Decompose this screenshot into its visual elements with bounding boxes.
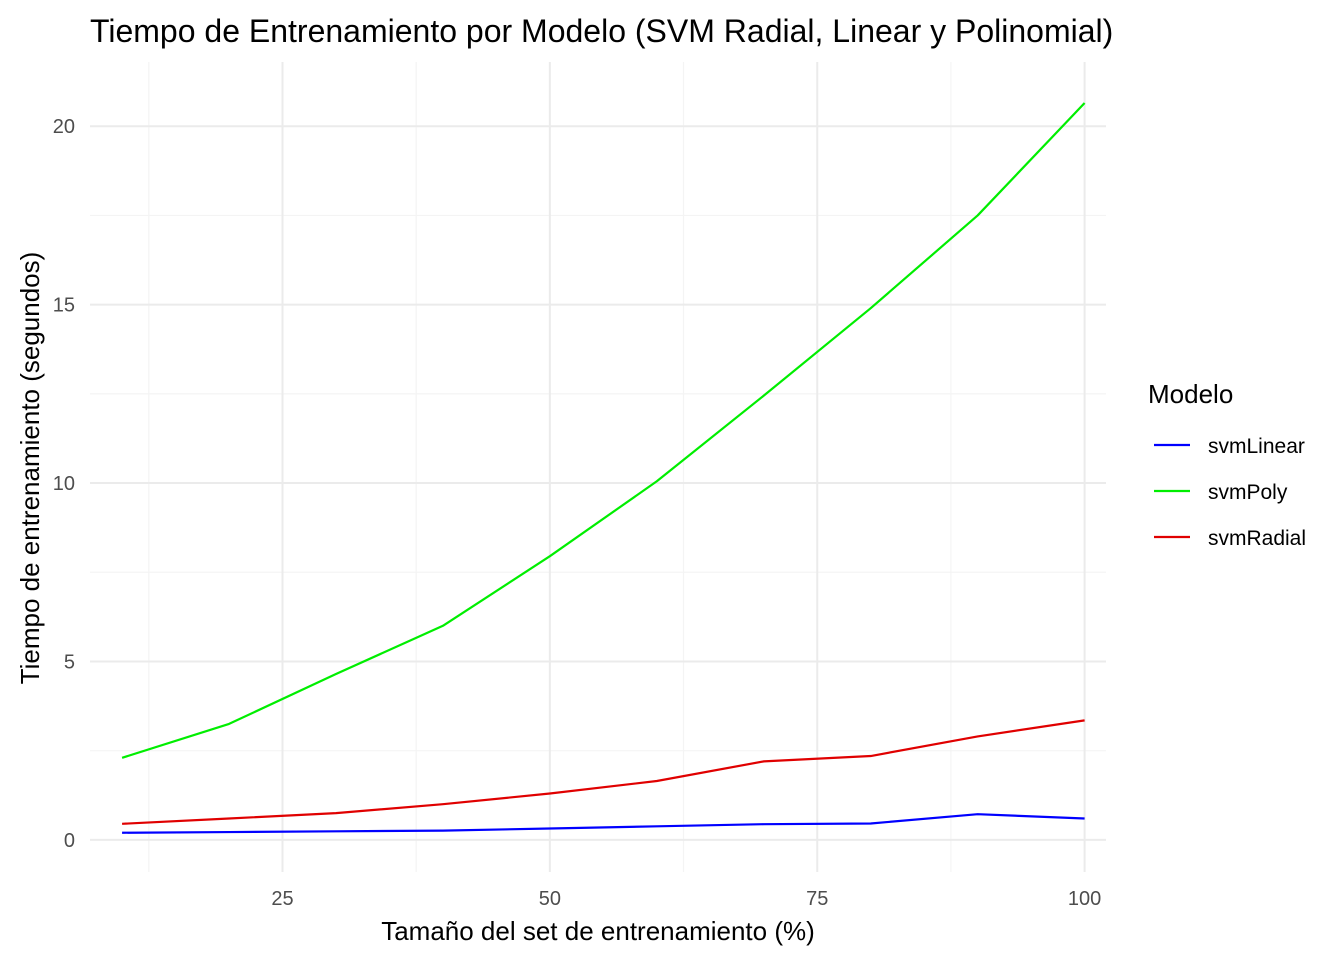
legend: Modelo svmLinear svmPoly svmRadial: [1148, 379, 1306, 550]
y-tick-label: 20: [53, 116, 75, 138]
series-lines: [121, 102, 1086, 834]
legend-items: svmLinear svmPoly svmRadial: [1154, 435, 1306, 550]
y-tick-label: 5: [64, 651, 75, 673]
chart-title: Tiempo de Entrenamiento por Modelo (SVM …: [90, 13, 1113, 49]
series-line-svmPoly: [121, 102, 1086, 759]
legend-title: Modelo: [1148, 379, 1233, 409]
y-tick-label: 10: [53, 473, 75, 495]
y-tick-label: 15: [53, 295, 75, 317]
x-tick-label: 75: [806, 888, 828, 910]
series-line-svmLinear: [122, 813, 1085, 834]
x-tick-label: 50: [539, 888, 561, 910]
major-gridlines: [90, 62, 1106, 872]
legend-label-svmLinear: svmLinear: [1208, 435, 1305, 458]
x-tick-label: 100: [1068, 888, 1101, 910]
series-line-svmRadial: [122, 719, 1085, 825]
x-tick-label: 25: [271, 888, 293, 910]
y-tick-label: 0: [64, 830, 75, 852]
legend-label-svmRadial: svmRadial: [1208, 527, 1306, 550]
y-axis-title: Tiempo de entrenamiento (segundos): [15, 252, 45, 685]
minor-gridlines: [90, 62, 1106, 872]
legend-label-svmPoly: svmPoly: [1208, 481, 1288, 504]
x-axis-title: Tamaño del set de entrenamiento (%): [381, 916, 815, 946]
tick-labels: 25 50 75 100 0 5 10 15 20: [53, 116, 1102, 910]
